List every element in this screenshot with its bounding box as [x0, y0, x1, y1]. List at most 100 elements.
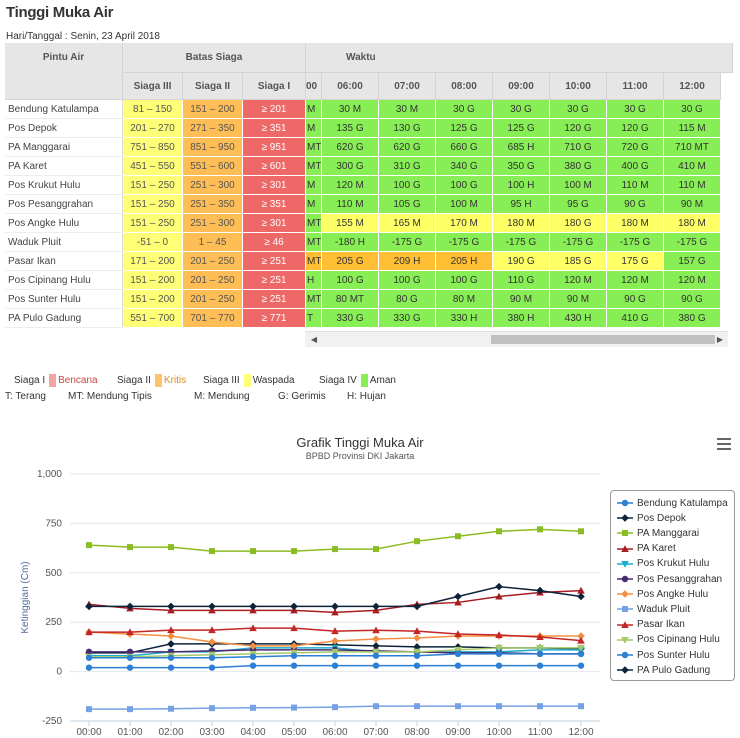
- time-cell: 710 MT: [664, 138, 721, 157]
- legend-item[interactable]: Pos Depok: [617, 511, 686, 525]
- data-point: [126, 654, 134, 661]
- data-point: [537, 703, 543, 710]
- y-tick-label: 1,000: [37, 469, 62, 480]
- data-point: [413, 602, 421, 611]
- siaga-1-range: ≥ 951: [243, 138, 306, 157]
- data-point: [208, 626, 216, 634]
- x-tick-label: 01:00: [117, 727, 142, 738]
- time-cell: 30 G: [607, 100, 664, 119]
- data-point: [332, 546, 338, 553]
- time-cell: 155 M: [322, 214, 379, 233]
- table-row: Pos Angke Hulu 151 – 250 251 – 300 ≥ 301 MT 1…: [5, 214, 721, 233]
- data-point: [290, 602, 298, 611]
- time-cell: 135 G: [322, 119, 379, 138]
- time-cell: -180 H: [322, 233, 379, 252]
- data-point: [577, 636, 585, 644]
- x-tick-label: 05:00: [281, 727, 306, 738]
- legend-item[interactable]: Pos Angke Hulu: [617, 587, 708, 601]
- legend-item[interactable]: Bendung Katulampa: [617, 496, 728, 510]
- data-point: [536, 662, 544, 669]
- legend-item[interactable]: Pos Cipinang Hulu: [617, 633, 720, 647]
- siaga-1-range: ≥ 251: [243, 271, 306, 290]
- pintu-air-name: PA Pulo Gadung: [5, 309, 123, 328]
- scroll-left-arrow-icon[interactable]: ◀: [310, 335, 318, 344]
- siaga-2-range: 201 – 250: [183, 252, 243, 271]
- siaga-3-range: 81 – 150: [123, 100, 183, 119]
- data-point: [577, 632, 585, 640]
- time-cell: 380 H: [493, 309, 550, 328]
- x-tick-label: 06:00: [322, 727, 347, 738]
- pintu-air-name: Pos Depok: [5, 119, 123, 138]
- data-point: [331, 602, 339, 611]
- x-tick-label: 04:00: [240, 727, 265, 738]
- data-point: [536, 586, 544, 595]
- time-cell: MT: [306, 233, 322, 252]
- legend-item[interactable]: Pos Sunter Hulu: [617, 648, 710, 662]
- chart-menu-icon[interactable]: [717, 438, 731, 450]
- table-row: Pos Depok 201 – 270 271 – 350 ≥ 351 M 135 G 13…: [5, 119, 721, 138]
- header-siaga-2: Siaga II: [183, 73, 243, 100]
- legend-item[interactable]: Waduk Pluit: [617, 602, 690, 616]
- time-cell: 685 H: [493, 138, 550, 157]
- legend-label: Bendung Katulampa: [637, 497, 728, 509]
- pintu-air-name: Pos Cipinang Hulu: [5, 271, 123, 290]
- time-cell: 30 G: [664, 100, 721, 119]
- time-cell: 95 H: [493, 195, 550, 214]
- time-cell: -175 G: [550, 233, 607, 252]
- legend-point: [621, 636, 629, 644]
- data-point: [126, 648, 134, 656]
- siaga-2-range: 151 – 200: [183, 100, 243, 119]
- time-cell: 100 H: [493, 176, 550, 195]
- legend-marker-icon: [617, 514, 633, 522]
- siaga-3-range: 151 – 250: [123, 214, 183, 233]
- time-cell: 350 G: [493, 157, 550, 176]
- table-horizontal-scrollbar[interactable]: ◀ ▶: [305, 331, 728, 347]
- legend-item[interactable]: Pasar Ikan: [617, 618, 685, 632]
- legend-item[interactable]: PA Manggarai: [617, 526, 699, 540]
- time-header: 09:00: [493, 73, 550, 100]
- data-point: [168, 544, 174, 551]
- data-point: [495, 650, 503, 658]
- legend-item[interactable]: PA Pulo Gadung: [617, 663, 710, 677]
- time-cell: 115 M: [664, 119, 721, 138]
- scrollbar-thumb[interactable]: [491, 335, 715, 344]
- data-point: [127, 544, 133, 551]
- x-tick-label: 09:00: [445, 727, 470, 738]
- y-tick-label: 0: [56, 667, 62, 678]
- data-point: [290, 652, 298, 659]
- data-point: [495, 662, 503, 669]
- time-cell: 100 G: [436, 271, 493, 290]
- time-cell: 300 G: [322, 157, 379, 176]
- legend-status-label: Siaga I: [14, 375, 46, 386]
- data-point: [167, 640, 175, 648]
- time-cell: 30 M: [322, 100, 379, 119]
- legend-status-item: Siaga I Bencana: [14, 374, 98, 387]
- siaga-2-range: 251 – 300: [183, 176, 243, 195]
- time-cell: 340 G: [436, 157, 493, 176]
- data-point: [455, 533, 461, 540]
- data-point: [577, 586, 585, 594]
- legend-item[interactable]: PA Karet: [617, 542, 676, 556]
- legend-point: [621, 666, 629, 674]
- siaga-3-range: 151 – 200: [123, 290, 183, 309]
- legend-item[interactable]: Pos Pesanggrahan: [617, 572, 722, 586]
- pintu-air-name: PA Karet: [5, 157, 123, 176]
- scroll-right-arrow-icon[interactable]: ▶: [716, 335, 724, 344]
- legend-marker-icon: [617, 651, 633, 659]
- time-cell: 190 G: [493, 252, 550, 271]
- time-cell: 400 G: [607, 157, 664, 176]
- legend-swatch: [154, 374, 162, 387]
- time-cell: 100 G: [379, 271, 436, 290]
- chart-title: Grafik Tinggi Muka Air: [296, 435, 424, 450]
- data-point: [373, 703, 379, 710]
- legend-status-label: Siaga III: [203, 375, 240, 386]
- time-cell: 90 G: [607, 290, 664, 309]
- siaga-1-range: ≥ 301: [243, 176, 306, 195]
- x-tick-label: 00:00: [76, 727, 101, 738]
- pintu-air-name: Pos Krukut Hulu: [5, 176, 123, 195]
- legend-status-item: Siaga IV Aman: [319, 374, 396, 387]
- legend-item[interactable]: Pos Krukut Hulu: [617, 557, 709, 571]
- data-point: [495, 644, 503, 652]
- time-cell: 110 M: [664, 176, 721, 195]
- data-point: [85, 654, 93, 661]
